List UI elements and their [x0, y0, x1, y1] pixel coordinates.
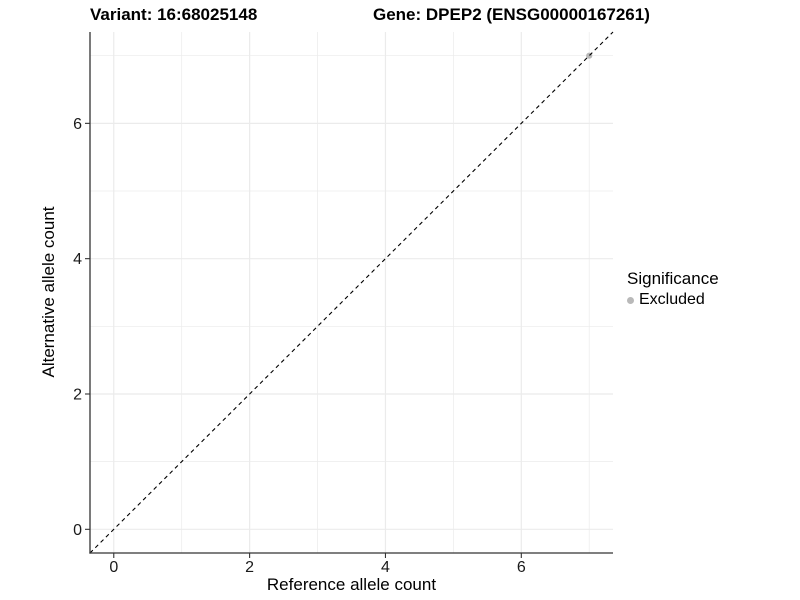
y-tick-label: 2: [73, 386, 82, 403]
plot-title-gene: Gene: DPEP2 (ENSG00000167261): [373, 5, 650, 24]
excluded-point-icon: [627, 296, 634, 304]
x-axis-title: Reference allele count: [266, 575, 437, 594]
legend-title: Significance: [627, 269, 719, 288]
x-tick-label: 4: [381, 559, 390, 576]
y-tick-label: 6: [73, 116, 82, 133]
y-tick-label: 0: [73, 522, 82, 539]
legend-entry-excluded: Excluded: [627, 290, 719, 310]
y-tick-label: 4: [73, 251, 82, 268]
y-axis-title: Alternative allele count: [39, 206, 58, 378]
x-tick-label: 0: [109, 559, 118, 576]
legend: Significance Excluded: [627, 268, 719, 310]
x-tick-label: 6: [517, 559, 526, 576]
identity-reference-line: [89, 31, 614, 554]
x-tick-label: 2: [245, 559, 254, 576]
plot-title-variant: Variant: 16:68025148: [90, 5, 258, 24]
legend-entry-label: Excluded: [639, 291, 705, 308]
